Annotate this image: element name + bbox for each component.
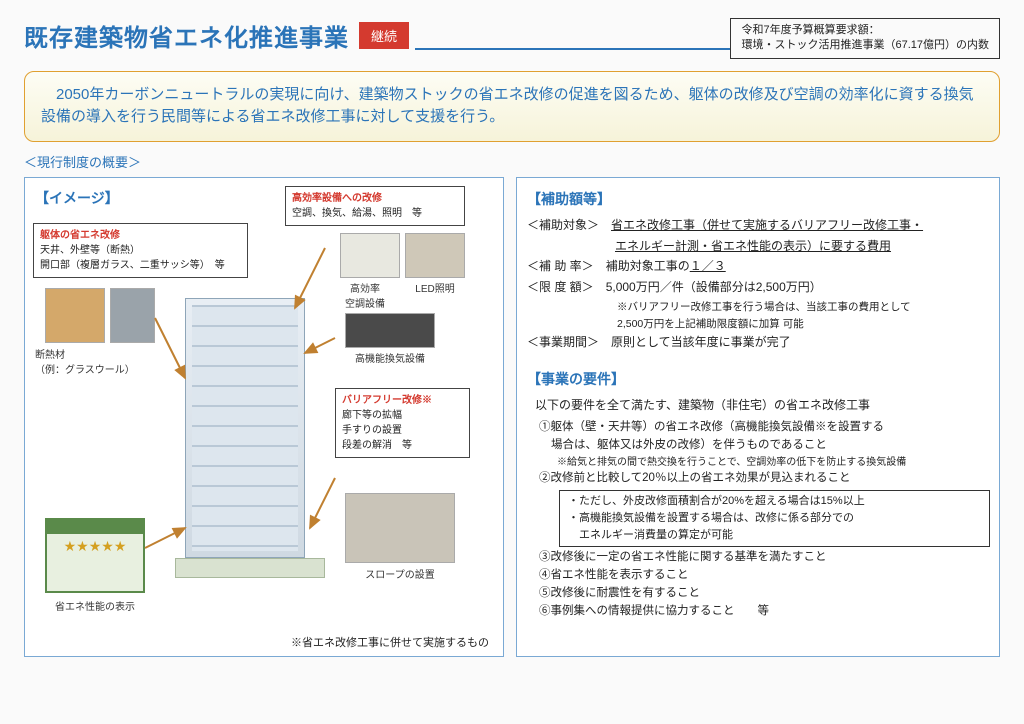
callout-bf-t2: 手すりの設置 <box>342 423 463 438</box>
req2b3: エネルギー消費量の算定が可能 <box>568 527 981 544</box>
req-lead: 以下の要件を全て満たす、建築物（非住宅）の省エネ改修工事 <box>535 396 989 415</box>
callout-bf-head: バリアフリー改修※ <box>342 393 463 408</box>
req2b1: ・ただし、外皮改修面積割合が20%を超える場合は15%以上 <box>568 493 981 510</box>
vent-caption: 高機能換気設備 <box>345 350 435 365</box>
callout-bf-t3: 段差の解消 等 <box>342 438 463 453</box>
window-image <box>110 288 155 343</box>
r4-key: ＜事業期間＞ <box>527 333 599 352</box>
section-subtitle: ＜現行制度の概要＞ <box>24 152 1000 171</box>
requirements-head: 【事業の要件】 <box>527 368 989 390</box>
page-title: 既存建築物省エネ化推進事業 <box>24 18 349 53</box>
budget-box: 令和7年度予算概算要求額： 環境・ストック活用推進事業（67.17億円）の内数 <box>730 18 1000 59</box>
summary-box: 2050年カーボンニュートラルの実現に向け、建築物ストックの省エネ改修の促進を図… <box>24 71 1000 142</box>
req1: ①躯体（壁・天井等）の省エネ改修（高機能換気設備※を設置する <box>539 419 989 437</box>
ac-caption: 高効率 空調設備 <box>335 280 395 310</box>
callout-body-t2: 開口部（複層ガラス、二重サッシ等） 等 <box>40 258 241 273</box>
image-panel: 【イメージ】 高効率設備への改修 空調、換気、給湯、照明 等 高効率 空調設備 … <box>24 177 504 657</box>
page-header: 既存建築物省エネ化推進事業 継続 令和7年度予算概算要求額： 環境・ストック活用… <box>24 18 1000 59</box>
subsidy-head: 【補助額等】 <box>527 188 989 210</box>
slope-image <box>345 493 455 563</box>
r2-u: １／３ <box>690 259 726 273</box>
callout-barrierfree: バリアフリー改修※ 廊下等の拡幅 手すりの設置 段差の解消 等 <box>335 388 470 458</box>
title-underline <box>415 48 730 50</box>
req2-bracket: ・ただし、外皮改修面積割合が20%を超える場合は15%以上 ・高機能換気設備を設… <box>559 490 989 547</box>
callout-body: 躯体の省エネ改修 天井、外壁等（断熱） 開口部（複層ガラス、二重サッシ等） 等 <box>33 223 248 278</box>
r1-val2: エネルギー計測・省エネ性能の表示）に要する費用 <box>615 239 891 253</box>
req1b: 場合は、躯体又は外皮の改修）を伴うものであること <box>551 437 989 455</box>
r1-val: 省エネ改修工事（併せて実施するバリアフリー改修工事・ <box>611 218 923 232</box>
req2: ②改修前と比較して20％以上の省エネ効果が見込まれること <box>539 470 989 488</box>
details-panel: 【補助額等】 ＜補助対象＞ 省エネ改修工事（併せて実施するバリアフリー改修工事・… <box>516 177 1000 657</box>
r3-val: 5,000万円／件（設備部分は2,500万円） <box>606 280 822 294</box>
r4-val: 原則として当該年度に事業が完了 <box>611 335 791 349</box>
r2-key: ＜補 助 率＞ <box>527 257 594 276</box>
callout-bf-t1: 廊下等の拡幅 <box>342 408 463 423</box>
r3-note1: ※バリアフリー改修工事を行う場合は、当該工事の費用として <box>617 299 989 316</box>
req2b2: ・高機能換気設備を設置する場合は、改修に係る部分での <box>568 510 981 527</box>
insulation-image <box>45 288 105 343</box>
slope-caption: スロープの設置 <box>345 566 455 581</box>
callout-body-t1: 天井、外壁等（断熱） <box>40 243 241 258</box>
req4: ④省エネ性能を表示すること <box>539 567 989 585</box>
status-tag: 継続 <box>359 22 409 49</box>
callout-equipment-text: 空調、換気、給湯、照明 等 <box>292 206 458 221</box>
label-caption: 省エネ性能の表示 <box>45 598 145 613</box>
ground-illustration <box>175 558 325 578</box>
req3: ③改修後に一定の省エネ性能に関する基準を満たすこと <box>539 549 989 567</box>
led-caption: LED照明 <box>405 280 465 295</box>
req6: ⑥事例集への情報提供に協力すること 等 <box>539 603 989 621</box>
left-footnote: ※省エネ改修工事に併せて実施するもの <box>291 634 489 650</box>
main-columns: 【イメージ】 高効率設備への改修 空調、換気、給湯、照明 等 高効率 空調設備 … <box>24 177 1000 657</box>
vent-image <box>345 313 435 348</box>
callout-equipment-head: 高効率設備への改修 <box>292 191 458 206</box>
led-image <box>405 233 465 278</box>
budget-line2: 環境・ストック活用推進事業（67.17億円）の内数 <box>741 38 989 53</box>
ac-image <box>340 233 400 278</box>
building-illustration <box>185 298 305 558</box>
r1-key: ＜補助対象＞ <box>527 216 599 235</box>
callout-equipment: 高効率設備への改修 空調、換気、給湯、照明 等 <box>285 186 465 226</box>
requirement-list: ①躯体（壁・天井等）の省エネ改修（高機能換気設備※を設置する 場合は、躯体又は外… <box>539 419 989 620</box>
budget-line1: 令和7年度予算概算要求額： <box>741 23 989 38</box>
r2-val: 補助対象工事の <box>606 259 690 273</box>
label-image: ★★★★★ <box>45 518 145 593</box>
r3-note2: 2,500万円を上記補助限度額に加算 可能 <box>617 316 989 333</box>
req5: ⑤改修後に耐震性を有すること <box>539 585 989 603</box>
insulation-caption: 断熱材 （例：グラスウール） <box>35 346 130 376</box>
req1-note: ※給気と排気の間で熱交換を行うことで、空調効率の低下を防止する換気設備 <box>557 455 989 471</box>
callout-body-head: 躯体の省エネ改修 <box>40 228 241 243</box>
r3-key: ＜限 度 額＞ <box>527 278 594 297</box>
